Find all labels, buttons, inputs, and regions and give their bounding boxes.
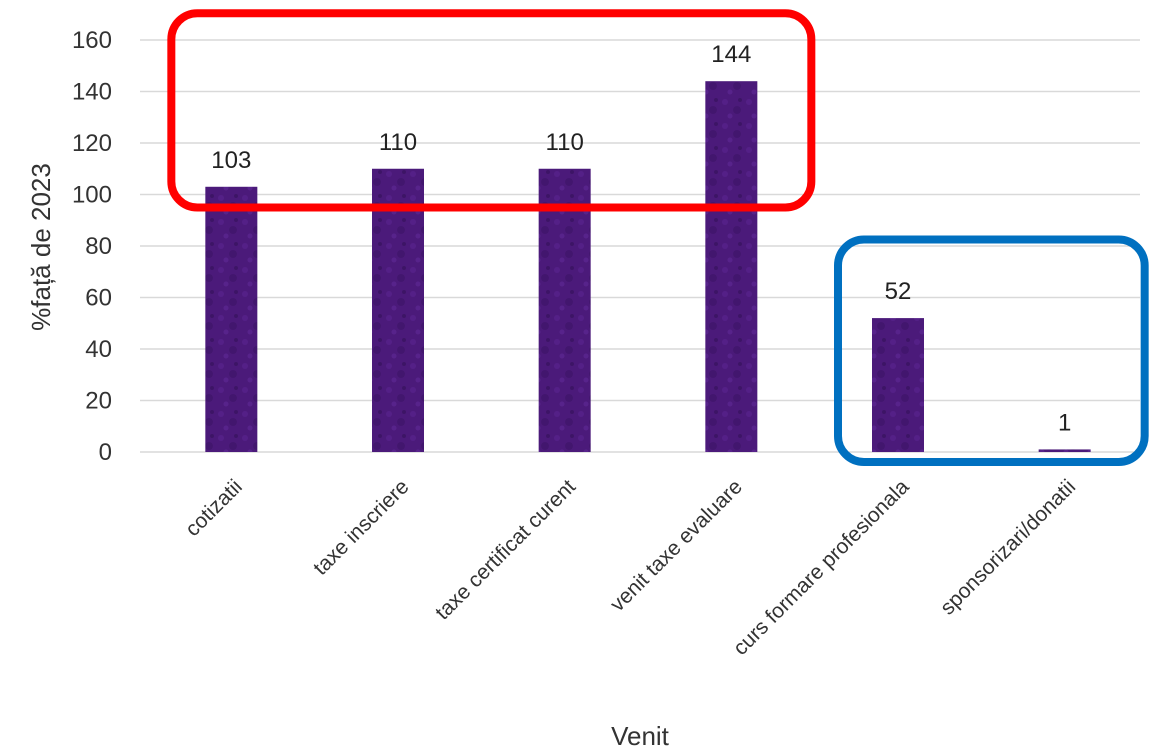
y-axis-ticks: 0 20 40 60 80 100 120 140 160 [72, 27, 112, 466]
blue-highlight [834, 235, 1149, 466]
y-tick-label: 120 [72, 130, 112, 157]
gridlines [140, 39, 1140, 453]
y-tick-label: 20 [85, 388, 112, 415]
bar [538, 168, 591, 452]
y-tick-label: 40 [85, 336, 112, 363]
x-category-label: venit taxe evaluare [606, 475, 747, 616]
x-axis-categories: cotizatii taxe inscriere taxe certificat c… [181, 475, 1080, 660]
bar [705, 81, 758, 452]
bar [1038, 449, 1091, 452]
y-tick-label: 100 [72, 182, 112, 209]
y-axis-title: %față de 2023 [26, 163, 56, 331]
data-label: 52 [885, 278, 912, 305]
y-tick-label: 160 [72, 27, 112, 54]
y-tick-label: 60 [85, 285, 112, 312]
y-tick-label: 80 [85, 233, 112, 260]
x-category-label: taxe certificat curent [431, 475, 580, 624]
data-label: 1 [1058, 409, 1071, 436]
data-label: 110 [546, 129, 584, 156]
data-label: 103 [211, 147, 251, 174]
y-tick-label: 0 [99, 439, 112, 466]
bar [205, 186, 258, 452]
x-category-label: cotizatii [181, 475, 247, 541]
x-axis-title: Venit [611, 721, 670, 751]
x-category-label: sponsorizari/donatii [936, 475, 1080, 619]
x-category-label: curs formare profesionala [729, 475, 914, 660]
data-label: 144 [711, 41, 751, 68]
bar [372, 168, 424, 452]
x-category-label: taxe inscriere [309, 475, 414, 580]
data-label: 110 [379, 129, 417, 156]
highlight-boxes [167, 9, 1149, 466]
red-highlight [167, 9, 816, 212]
y-tick-label: 140 [72, 79, 112, 106]
bars [205, 81, 1091, 452]
bar [872, 318, 924, 452]
data-labels: 103 110 110 144 52 1 [211, 41, 1071, 436]
